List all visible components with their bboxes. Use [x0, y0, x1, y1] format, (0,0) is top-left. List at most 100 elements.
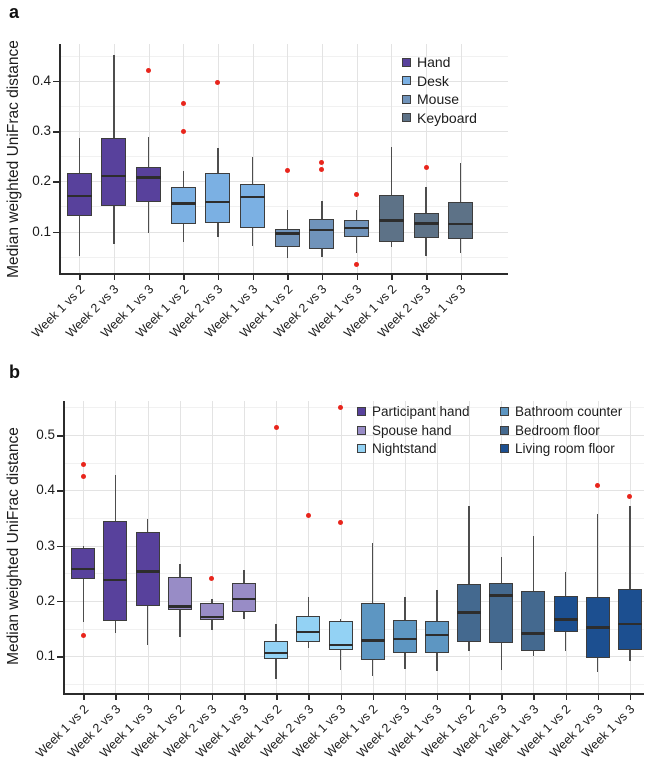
lower-whisker [564, 631, 567, 652]
median-line [328, 643, 353, 647]
boxplot-box [240, 184, 266, 228]
median-line [274, 232, 300, 235]
boxplot-box [448, 202, 474, 240]
legend-label: Keyboard [417, 109, 477, 126]
boxplot-box [489, 583, 514, 643]
lower-whisker [371, 660, 374, 676]
category-gridline [183, 44, 185, 273]
legend-label: Participant hand [372, 404, 470, 419]
boxplot-box [521, 590, 546, 652]
y-axis-spine [63, 401, 65, 693]
legend-item: Bedroom floor [500, 423, 600, 438]
lower-whisker [404, 652, 406, 669]
minor-gridline [63, 517, 644, 519]
x-tick-mark [179, 695, 182, 700]
lower-whisker [321, 249, 323, 257]
category-gridline [244, 401, 246, 693]
category-gridline [404, 401, 406, 693]
upper-whisker [564, 571, 567, 596]
median-line [296, 630, 321, 634]
boxplot-box [378, 195, 404, 242]
boxplot-box [264, 641, 289, 659]
x-tick-mark [501, 695, 503, 700]
lower-whisker [629, 649, 631, 662]
boxplot-box [360, 602, 385, 661]
major-gridline [59, 181, 508, 183]
upper-whisker [182, 170, 185, 188]
x-tick-mark [321, 275, 324, 280]
outlier-point [338, 520, 343, 526]
legend-swatch [500, 407, 509, 416]
median-line [413, 222, 439, 225]
legend-swatch [357, 407, 366, 416]
x-tick-mark [597, 695, 600, 700]
x-tick-mark [115, 695, 117, 700]
major-gridline [63, 435, 644, 436]
upper-whisker [147, 136, 150, 167]
x-axis-spine [63, 693, 644, 695]
x-tick-mark [287, 275, 289, 280]
lower-whisker [436, 652, 438, 672]
lower-whisker [146, 605, 149, 645]
legend-label: Hand [417, 54, 451, 70]
boxplot-box [103, 520, 128, 622]
upper-whisker [82, 545, 85, 549]
legend-item: Spouse hand [357, 423, 452, 438]
y-tick-label: 0.3 [36, 537, 55, 553]
upper-whisker [404, 597, 406, 620]
lower-whisker [532, 651, 535, 656]
legend-label: Bathroom counter [515, 404, 623, 419]
boxplot-box [553, 595, 578, 632]
major-gridline [59, 80, 508, 82]
x-tick-mark [244, 695, 246, 700]
x-tick-mark [460, 275, 463, 280]
median-line [360, 639, 385, 642]
upper-whisker [339, 619, 342, 622]
lower-whisker [425, 238, 427, 256]
outlier-point [284, 168, 290, 174]
minor-gridline [59, 156, 508, 158]
median-line [135, 570, 160, 573]
lower-whisker [275, 658, 277, 680]
median-line [617, 622, 642, 626]
outlier-point [627, 493, 633, 499]
legend-label: Desk [417, 72, 449, 89]
category-gridline [308, 401, 310, 693]
median-line [66, 194, 92, 198]
boxplot-box [136, 166, 162, 202]
outlier-point [80, 461, 86, 467]
legend-item: Bathroom counter [500, 404, 622, 419]
median-line [457, 611, 482, 614]
x-tick-mark [83, 695, 85, 700]
outlier-point [80, 633, 86, 639]
y-tick-label: 0.1 [32, 223, 51, 239]
minor-gridline [59, 256, 508, 258]
median-line [232, 597, 257, 601]
outlier-point [319, 159, 325, 165]
outlier-point [354, 261, 360, 267]
boxplot-box [413, 212, 439, 239]
boxplot-box [205, 173, 231, 223]
boxplot-box [424, 620, 449, 653]
minor-gridline [63, 573, 644, 575]
median-line [585, 626, 610, 629]
upper-whisker [371, 543, 374, 603]
category-gridline [356, 44, 358, 273]
boxplot-box [170, 187, 196, 225]
legend-label: Nightstand [372, 441, 437, 456]
boxplot-box [232, 583, 257, 612]
y-tick-label: 0.4 [36, 482, 55, 498]
boxplot-box [296, 616, 321, 642]
legend-swatch [402, 76, 411, 85]
lower-whisker [307, 641, 310, 648]
legend-item: Desk [402, 73, 449, 89]
outlier-point [180, 101, 186, 107]
minor-gridline [63, 683, 644, 685]
panel-b-letter: b [9, 362, 20, 382]
median-line [424, 633, 449, 637]
category-gridline [211, 401, 213, 693]
x-tick-mark [565, 695, 568, 700]
median-line [264, 651, 289, 655]
lower-whisker [355, 237, 358, 253]
legend-item: Living room floor [500, 441, 615, 456]
